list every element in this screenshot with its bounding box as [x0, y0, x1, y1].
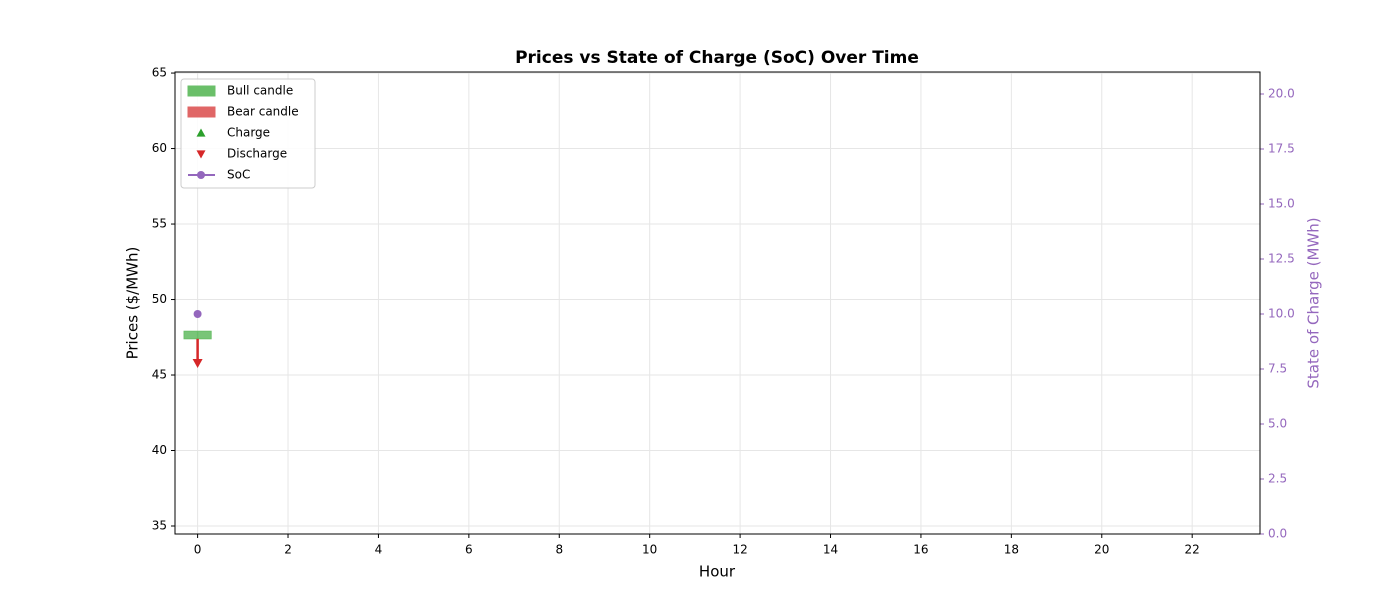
y-tick-label: 40: [152, 443, 167, 457]
y-tick-label: 55: [152, 217, 167, 231]
soc-point: [193, 310, 202, 318]
legend-label: SoC: [227, 168, 250, 182]
x-tick-label: 2: [284, 543, 292, 557]
y2-axis-label: State of Charge (MWh): [1305, 217, 1323, 388]
plot-frame: [174, 71, 1261, 535]
y2-tick-label: 12.5: [1268, 252, 1295, 266]
legend-swatch: [196, 150, 206, 159]
x-tick-label: 8: [555, 543, 563, 557]
x-tick-label: 10: [642, 543, 657, 557]
legend-frame: [180, 78, 316, 189]
legend-label: Bear candle: [227, 105, 299, 119]
x-tick-label: 18: [1004, 543, 1019, 557]
y2-tick-label: 0.0: [1268, 527, 1287, 541]
legend-label: Bull candle: [227, 84, 293, 98]
y-axis-label: Prices ($/MWh): [124, 247, 142, 360]
y-tick-label: 65: [152, 66, 167, 80]
legend: Bull candle Bear candle Charge Discharge SoC: [180, 78, 316, 189]
legend-swatch: [196, 128, 206, 137]
x-tick-label: 6: [465, 543, 473, 557]
x-tick-label: 20: [1094, 543, 1109, 557]
x-tick-label: 22: [1185, 543, 1200, 557]
y2-tick-label: 17.5: [1268, 142, 1295, 156]
x-tick-label: 16: [913, 543, 928, 557]
x-tick-label: 4: [375, 543, 383, 557]
y2-tick-label: 2.5: [1268, 472, 1287, 486]
y2-tick-label: 20.0: [1268, 87, 1295, 101]
y-tick-label: 50: [152, 292, 167, 306]
y2-tick-label: 10.0: [1268, 307, 1295, 321]
y2-tick-label: 15.0: [1268, 197, 1295, 211]
y-tick-label: 45: [152, 368, 167, 382]
discharge-marker: [192, 358, 203, 368]
legend-swatch: [197, 171, 205, 179]
x-tick-label: 14: [823, 543, 838, 557]
legend-label: Discharge: [227, 147, 287, 161]
legend-swatch: [187, 85, 216, 97]
y2-tick-label: 5.0: [1268, 417, 1287, 431]
candle-body: [183, 330, 212, 340]
x-tick-label: 0: [194, 543, 202, 557]
x-axis-label: Hour: [699, 563, 736, 581]
y2-tick-label: 7.5: [1268, 362, 1287, 376]
legend-label: Charge: [227, 126, 270, 140]
chart-title: Prices vs State of Charge (SoC) Over Tim…: [515, 48, 919, 68]
legend-swatch: [187, 106, 216, 118]
y-tick-label: 35: [152, 518, 167, 532]
x-tick-label: 12: [732, 543, 747, 557]
y-tick-label: 60: [152, 141, 167, 155]
